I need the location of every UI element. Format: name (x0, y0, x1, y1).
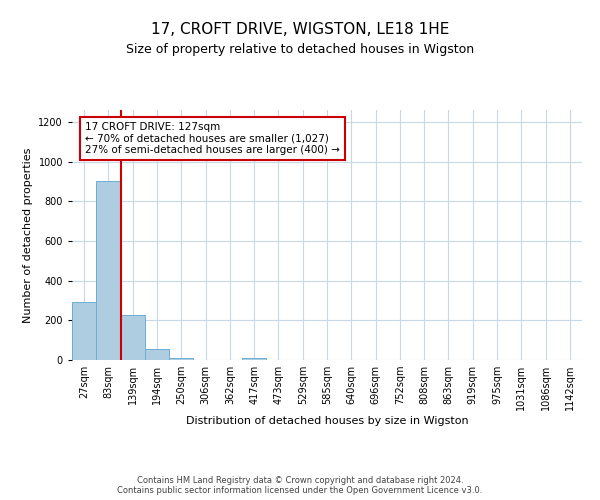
Bar (96, 182, 121, 360)
Bar (145, 349, 169, 360)
Bar (121, 316, 145, 360)
Y-axis label: Number of detached properties: Number of detached properties (23, 148, 33, 322)
Text: 17 CROFT DRIVE: 127sqm
← 70% of detached houses are smaller (1,027)
27% of semi-: 17 CROFT DRIVE: 127sqm ← 70% of detached… (85, 122, 340, 155)
Text: Size of property relative to detached houses in Wigston: Size of property relative to detached ho… (126, 42, 474, 56)
Text: Contains HM Land Registry data © Crown copyright and database right 2024.
Contai: Contains HM Land Registry data © Crown c… (118, 476, 482, 495)
Bar (242, 358, 266, 360)
Bar (72, 302, 96, 360)
X-axis label: Distribution of detached houses by size in Wigston: Distribution of detached houses by size … (185, 416, 469, 426)
Text: 17, CROFT DRIVE, WIGSTON, LE18 1HE: 17, CROFT DRIVE, WIGSTON, LE18 1HE (151, 22, 449, 38)
Bar (169, 358, 193, 360)
